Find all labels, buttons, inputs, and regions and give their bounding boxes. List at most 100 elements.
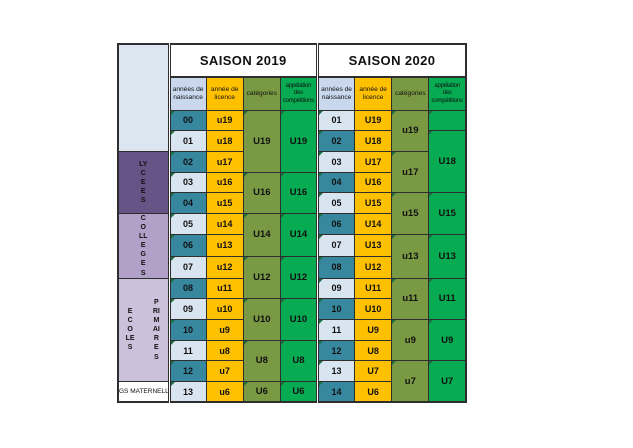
sidebar-label-lycees: LYCEES: [139, 160, 148, 205]
age-categories-table: SAISON 2019 SAISON 2020 années de naissa…: [117, 43, 467, 404]
licence-year-cell: U10: [354, 298, 393, 320]
category-cell: u13: [391, 233, 430, 279]
category-cell: U16: [242, 171, 281, 214]
licence-year-cell: u10: [205, 298, 244, 320]
category-cell: U10: [242, 298, 281, 341]
licence-year-cell: U9: [354, 318, 393, 341]
header-2019-birth-years: années de naissance: [168, 76, 207, 111]
birth-year-cell: 03: [168, 171, 207, 194]
category-cell: U19: [242, 109, 281, 173]
licence-year-cell: U16: [354, 171, 393, 194]
category-cell: U12: [242, 255, 281, 300]
competition-cell: U15: [428, 192, 467, 235]
season-2020-title: SAISON 2020: [316, 43, 467, 78]
licence-year-cell: U8: [354, 339, 393, 362]
birth-year-cell: 07: [315, 233, 356, 257]
header-2019-categories: catégories: [242, 76, 281, 111]
header-2020-licence-year: année de licence: [354, 76, 393, 111]
licence-year-cell: u13: [205, 233, 244, 257]
header-2020-birth-years: années de naissance: [315, 76, 356, 111]
licence-year-cell: U18: [354, 130, 393, 152]
licence-year-cell: u18: [205, 130, 244, 152]
birth-year-cell: 04: [168, 192, 207, 214]
birth-year-cell: 05: [168, 212, 207, 235]
birth-year-cell: 13: [315, 360, 356, 383]
competition-cell: U7: [428, 360, 467, 403]
birth-year-cell: 06: [168, 233, 207, 257]
header-2019-competitions: appélation des compétitions: [279, 76, 319, 111]
licence-year-cell: U13: [354, 233, 393, 257]
birth-year-cell: 02: [315, 130, 356, 152]
header-2019-licence-year: année de licence: [205, 76, 244, 111]
competition-cell-empty: [428, 109, 467, 132]
birth-year-cell: 11: [168, 339, 207, 362]
birth-year-cell: 00: [168, 109, 207, 132]
birth-year-cell: 12: [168, 360, 207, 383]
birth-year-cell: 10: [168, 318, 207, 341]
sidebar-label-gs-maternelle: GS MATERNELLE: [119, 388, 169, 396]
category-cell: U6: [242, 381, 281, 403]
licence-year-cell: u12: [205, 255, 244, 279]
competition-cell: U11: [428, 277, 467, 320]
licence-year-cell: U15: [354, 192, 393, 214]
birth-year-cell: 05: [315, 192, 356, 214]
licence-year-cell: u16: [205, 171, 244, 194]
licence-year-cell: u7: [205, 360, 244, 383]
category-cell: u15: [391, 192, 430, 235]
competition-cell: U13: [428, 233, 467, 279]
licence-year-cell: U7: [354, 360, 393, 383]
birth-year-cell: 12: [315, 339, 356, 362]
birth-year-cell: 09: [168, 298, 207, 320]
category-cell: U8: [242, 339, 281, 383]
competition-cell: U14: [279, 212, 319, 257]
licence-year-cell: U19: [354, 109, 393, 132]
birth-year-cell: 06: [315, 212, 356, 235]
sidebar-group-colleges: COLLEGES: [117, 212, 171, 279]
competition-cell: U6: [279, 381, 319, 403]
competition-cell: U16: [279, 171, 319, 214]
birth-year-cell: 13: [168, 381, 207, 403]
competition-cell: U12: [279, 255, 319, 300]
licence-year-cell: U17: [354, 150, 393, 173]
category-cell: u17: [391, 150, 430, 194]
licence-year-cell: u11: [205, 277, 244, 300]
licence-year-cell: U12: [354, 255, 393, 279]
competition-cell: U9: [428, 318, 467, 362]
category-cell: u7: [391, 360, 430, 403]
birth-year-cell: 14: [315, 381, 356, 403]
sidebar-label-ecoles-primaires: ECOLES PRIMAIRES: [119, 298, 166, 362]
header-2020-competitions: appélation des compétitions: [428, 76, 467, 111]
category-cell: U14: [242, 212, 281, 257]
birth-year-cell: 08: [315, 255, 356, 279]
sidebar-label-primaires: PRIMAIRES: [152, 298, 160, 361]
birth-year-cell: 10: [315, 298, 356, 320]
birth-year-cell: 11: [315, 318, 356, 341]
birth-year-cell: 03: [315, 150, 356, 173]
sidebar-group-gs-maternelle: GS MATERNELLE: [117, 381, 171, 403]
birth-year-cell: 07: [168, 255, 207, 279]
sidebar-group-lycees: LYCEES: [117, 150, 171, 214]
sidebar-empty-cell: [117, 43, 171, 152]
licence-year-cell: u19: [205, 109, 244, 132]
sidebar-group-ecoles-primaires: ECOLES PRIMAIRES: [117, 277, 171, 383]
birth-year-cell: 01: [315, 109, 356, 132]
birth-year-cell: 08: [168, 277, 207, 300]
category-cell: u9: [391, 318, 430, 362]
sidebar-label-colleges: COLLEGES: [138, 214, 148, 277]
birth-year-cell: 02: [168, 150, 207, 173]
competition-cell: U8: [279, 339, 319, 383]
birth-year-cell: 04: [315, 171, 356, 194]
licence-year-cell: u8: [205, 339, 244, 362]
competition-cell: U19: [279, 109, 319, 173]
licence-year-cell: U6: [354, 381, 393, 403]
category-cell: u19: [391, 109, 430, 152]
header-2020-categories: catégories: [391, 76, 430, 111]
licence-year-cell: u15: [205, 192, 244, 214]
licence-year-cell: u6: [205, 381, 244, 403]
sidebar-label-ecoles: ECOLES: [125, 308, 135, 352]
licence-year-cell: u14: [205, 212, 244, 235]
competition-cell: U18: [428, 130, 467, 194]
birth-year-cell: 01: [168, 130, 207, 152]
competition-cell: U10: [279, 298, 319, 341]
